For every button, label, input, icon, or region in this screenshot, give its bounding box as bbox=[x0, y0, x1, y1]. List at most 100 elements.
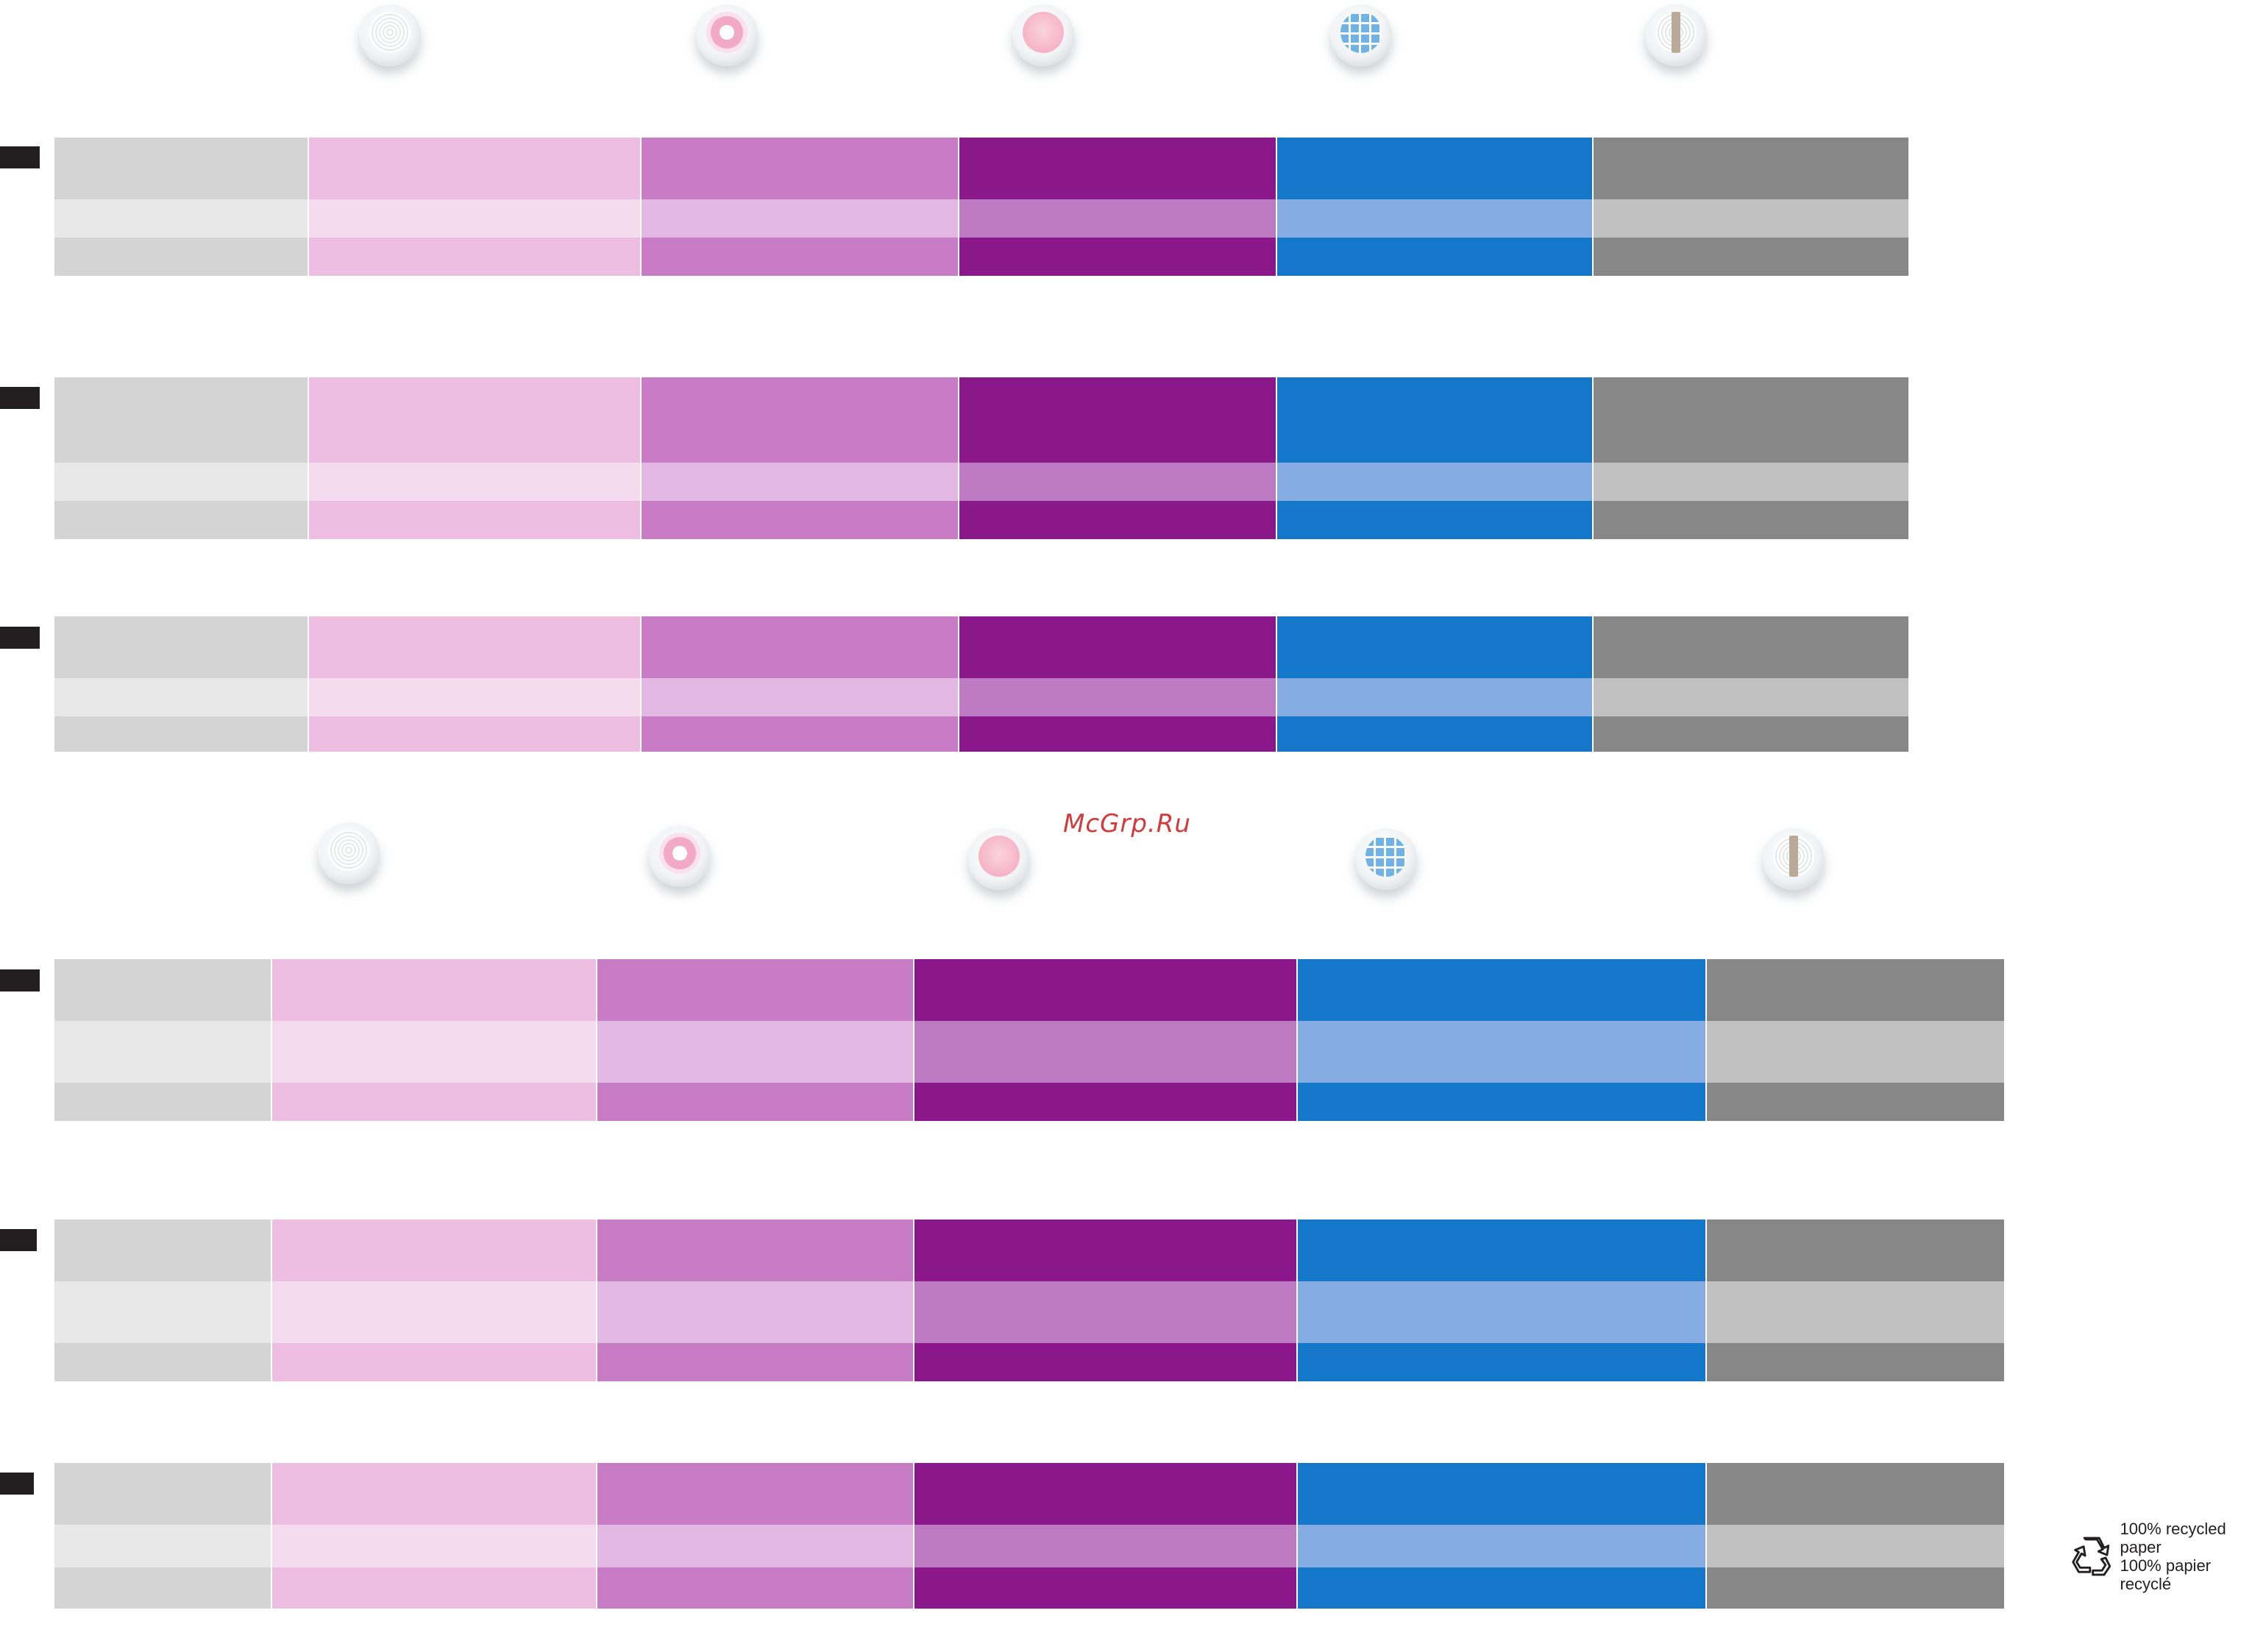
color-cell-blue bbox=[1277, 678, 1592, 716]
color-cell-grey bbox=[54, 1220, 271, 1281]
color-cell-orchid bbox=[642, 138, 958, 199]
color-cell-slate bbox=[1707, 959, 2004, 1021]
color-cell-purple bbox=[959, 716, 1276, 752]
color-cell-pink bbox=[272, 1281, 596, 1343]
color-cell-grey bbox=[54, 678, 308, 716]
color-cell-grey bbox=[54, 377, 308, 463]
color-cell-blue bbox=[1298, 1021, 1705, 1083]
color-cell-orchid bbox=[642, 463, 958, 501]
color-cell-purple bbox=[914, 1083, 1296, 1121]
color-cell-pink bbox=[309, 616, 640, 678]
color-cell-slate bbox=[1707, 1083, 2004, 1121]
color-cell-pink bbox=[272, 1463, 596, 1525]
color-cell-grey bbox=[54, 1343, 271, 1381]
color-cell-purple bbox=[914, 1463, 1296, 1525]
brush-head-icon bbox=[649, 825, 711, 887]
color-cell-blue bbox=[1298, 1083, 1705, 1121]
color-cell-blue bbox=[1277, 716, 1592, 752]
color-cell-blue bbox=[1277, 463, 1592, 501]
color-cell-grey bbox=[54, 1083, 271, 1121]
color-cell-purple bbox=[959, 138, 1276, 199]
brush-head-icon bbox=[1330, 4, 1392, 66]
color-cell-blue bbox=[1298, 1281, 1705, 1343]
color-cell-purple bbox=[959, 501, 1276, 539]
color-cell-slate bbox=[1707, 1281, 2004, 1343]
color-cell-grey bbox=[54, 199, 308, 238]
color-cell-pink bbox=[309, 138, 640, 199]
color-cell-pink bbox=[309, 501, 640, 539]
color-cell-purple bbox=[914, 1220, 1296, 1281]
color-cell-orchid bbox=[642, 616, 958, 678]
color-cell-purple bbox=[914, 1343, 1296, 1381]
color-cell-slate bbox=[1707, 1525, 2004, 1567]
color-cell-slate bbox=[1594, 377, 1908, 463]
color-cell-orchid bbox=[642, 716, 958, 752]
recycle-note: 100% recycled paper 100% papier recyclé bbox=[2069, 1520, 2266, 1593]
color-cell-slate bbox=[1594, 238, 1908, 276]
brush-head-icon bbox=[1763, 828, 1825, 890]
color-cell-blue bbox=[1298, 1567, 1705, 1609]
color-cell-grey bbox=[54, 716, 308, 752]
color-cell-orchid bbox=[642, 238, 958, 276]
color-cell-blue bbox=[1298, 1220, 1705, 1281]
color-cell-slate bbox=[1594, 616, 1908, 678]
color-cell-purple bbox=[959, 678, 1276, 716]
brush-head-icon bbox=[1355, 828, 1417, 890]
color-cell-blue bbox=[1298, 1525, 1705, 1567]
color-cell-pink bbox=[309, 238, 640, 276]
color-cell-slate bbox=[1594, 138, 1908, 199]
color-cell-grey bbox=[54, 1281, 271, 1343]
section-marker bbox=[0, 1229, 37, 1251]
brush-head-icon bbox=[1645, 4, 1707, 66]
color-cell-purple bbox=[959, 238, 1276, 276]
brush-head-icon bbox=[1012, 4, 1074, 66]
color-cell-grey bbox=[54, 501, 308, 539]
color-cell-pink bbox=[272, 1083, 596, 1121]
color-cell-blue bbox=[1298, 959, 1705, 1021]
color-cell-purple bbox=[914, 1567, 1296, 1609]
color-cell-orchid bbox=[597, 1463, 913, 1525]
color-cell-pink bbox=[272, 1525, 596, 1567]
recycle-icon bbox=[2072, 1537, 2112, 1576]
color-cell-orchid bbox=[597, 1343, 913, 1381]
brush-head-icon bbox=[359, 4, 421, 66]
color-cell-orchid bbox=[597, 1220, 913, 1281]
color-cell-purple bbox=[959, 616, 1276, 678]
color-cell-pink bbox=[272, 1343, 596, 1381]
section-marker bbox=[0, 627, 40, 649]
color-cell-slate bbox=[1707, 1343, 2004, 1381]
color-cell-grey bbox=[54, 1463, 271, 1525]
color-cell-orchid bbox=[597, 1567, 913, 1609]
section-marker bbox=[0, 387, 40, 409]
color-cell-blue bbox=[1298, 1343, 1705, 1381]
section-marker bbox=[0, 1473, 34, 1495]
color-cell-grey bbox=[54, 138, 308, 199]
color-cell-pink bbox=[309, 463, 640, 501]
color-cell-grey bbox=[54, 238, 308, 276]
color-cell-pink bbox=[309, 678, 640, 716]
color-cell-purple bbox=[959, 199, 1276, 238]
color-cell-grey bbox=[54, 1567, 271, 1609]
color-cell-orchid bbox=[642, 501, 958, 539]
color-cell-blue bbox=[1277, 238, 1592, 276]
color-cell-slate bbox=[1594, 463, 1908, 501]
color-cell-blue bbox=[1277, 199, 1592, 238]
recycle-text: 100% recycled paper 100% papier recyclé bbox=[2120, 1520, 2266, 1593]
recycle-line-1: 100% recycled paper bbox=[2120, 1520, 2226, 1556]
color-cell-slate bbox=[1707, 1220, 2004, 1281]
color-cell-blue bbox=[1277, 138, 1592, 199]
brush-head-icon bbox=[968, 828, 1030, 890]
watermark: McGrp.Ru bbox=[1063, 809, 1191, 839]
color-cell-pink bbox=[272, 1021, 596, 1083]
color-cell-blue bbox=[1277, 501, 1592, 539]
color-cell-blue bbox=[1298, 1463, 1705, 1525]
color-cell-slate bbox=[1707, 1021, 2004, 1083]
color-cell-orchid bbox=[597, 1281, 913, 1343]
brush-head-icon bbox=[696, 4, 758, 66]
section-marker bbox=[0, 146, 40, 168]
color-cell-orchid bbox=[597, 959, 913, 1021]
color-cell-pink bbox=[272, 959, 596, 1021]
color-cell-pink bbox=[272, 1567, 596, 1609]
color-cell-purple bbox=[914, 1525, 1296, 1567]
brush-head-icon bbox=[318, 822, 380, 884]
